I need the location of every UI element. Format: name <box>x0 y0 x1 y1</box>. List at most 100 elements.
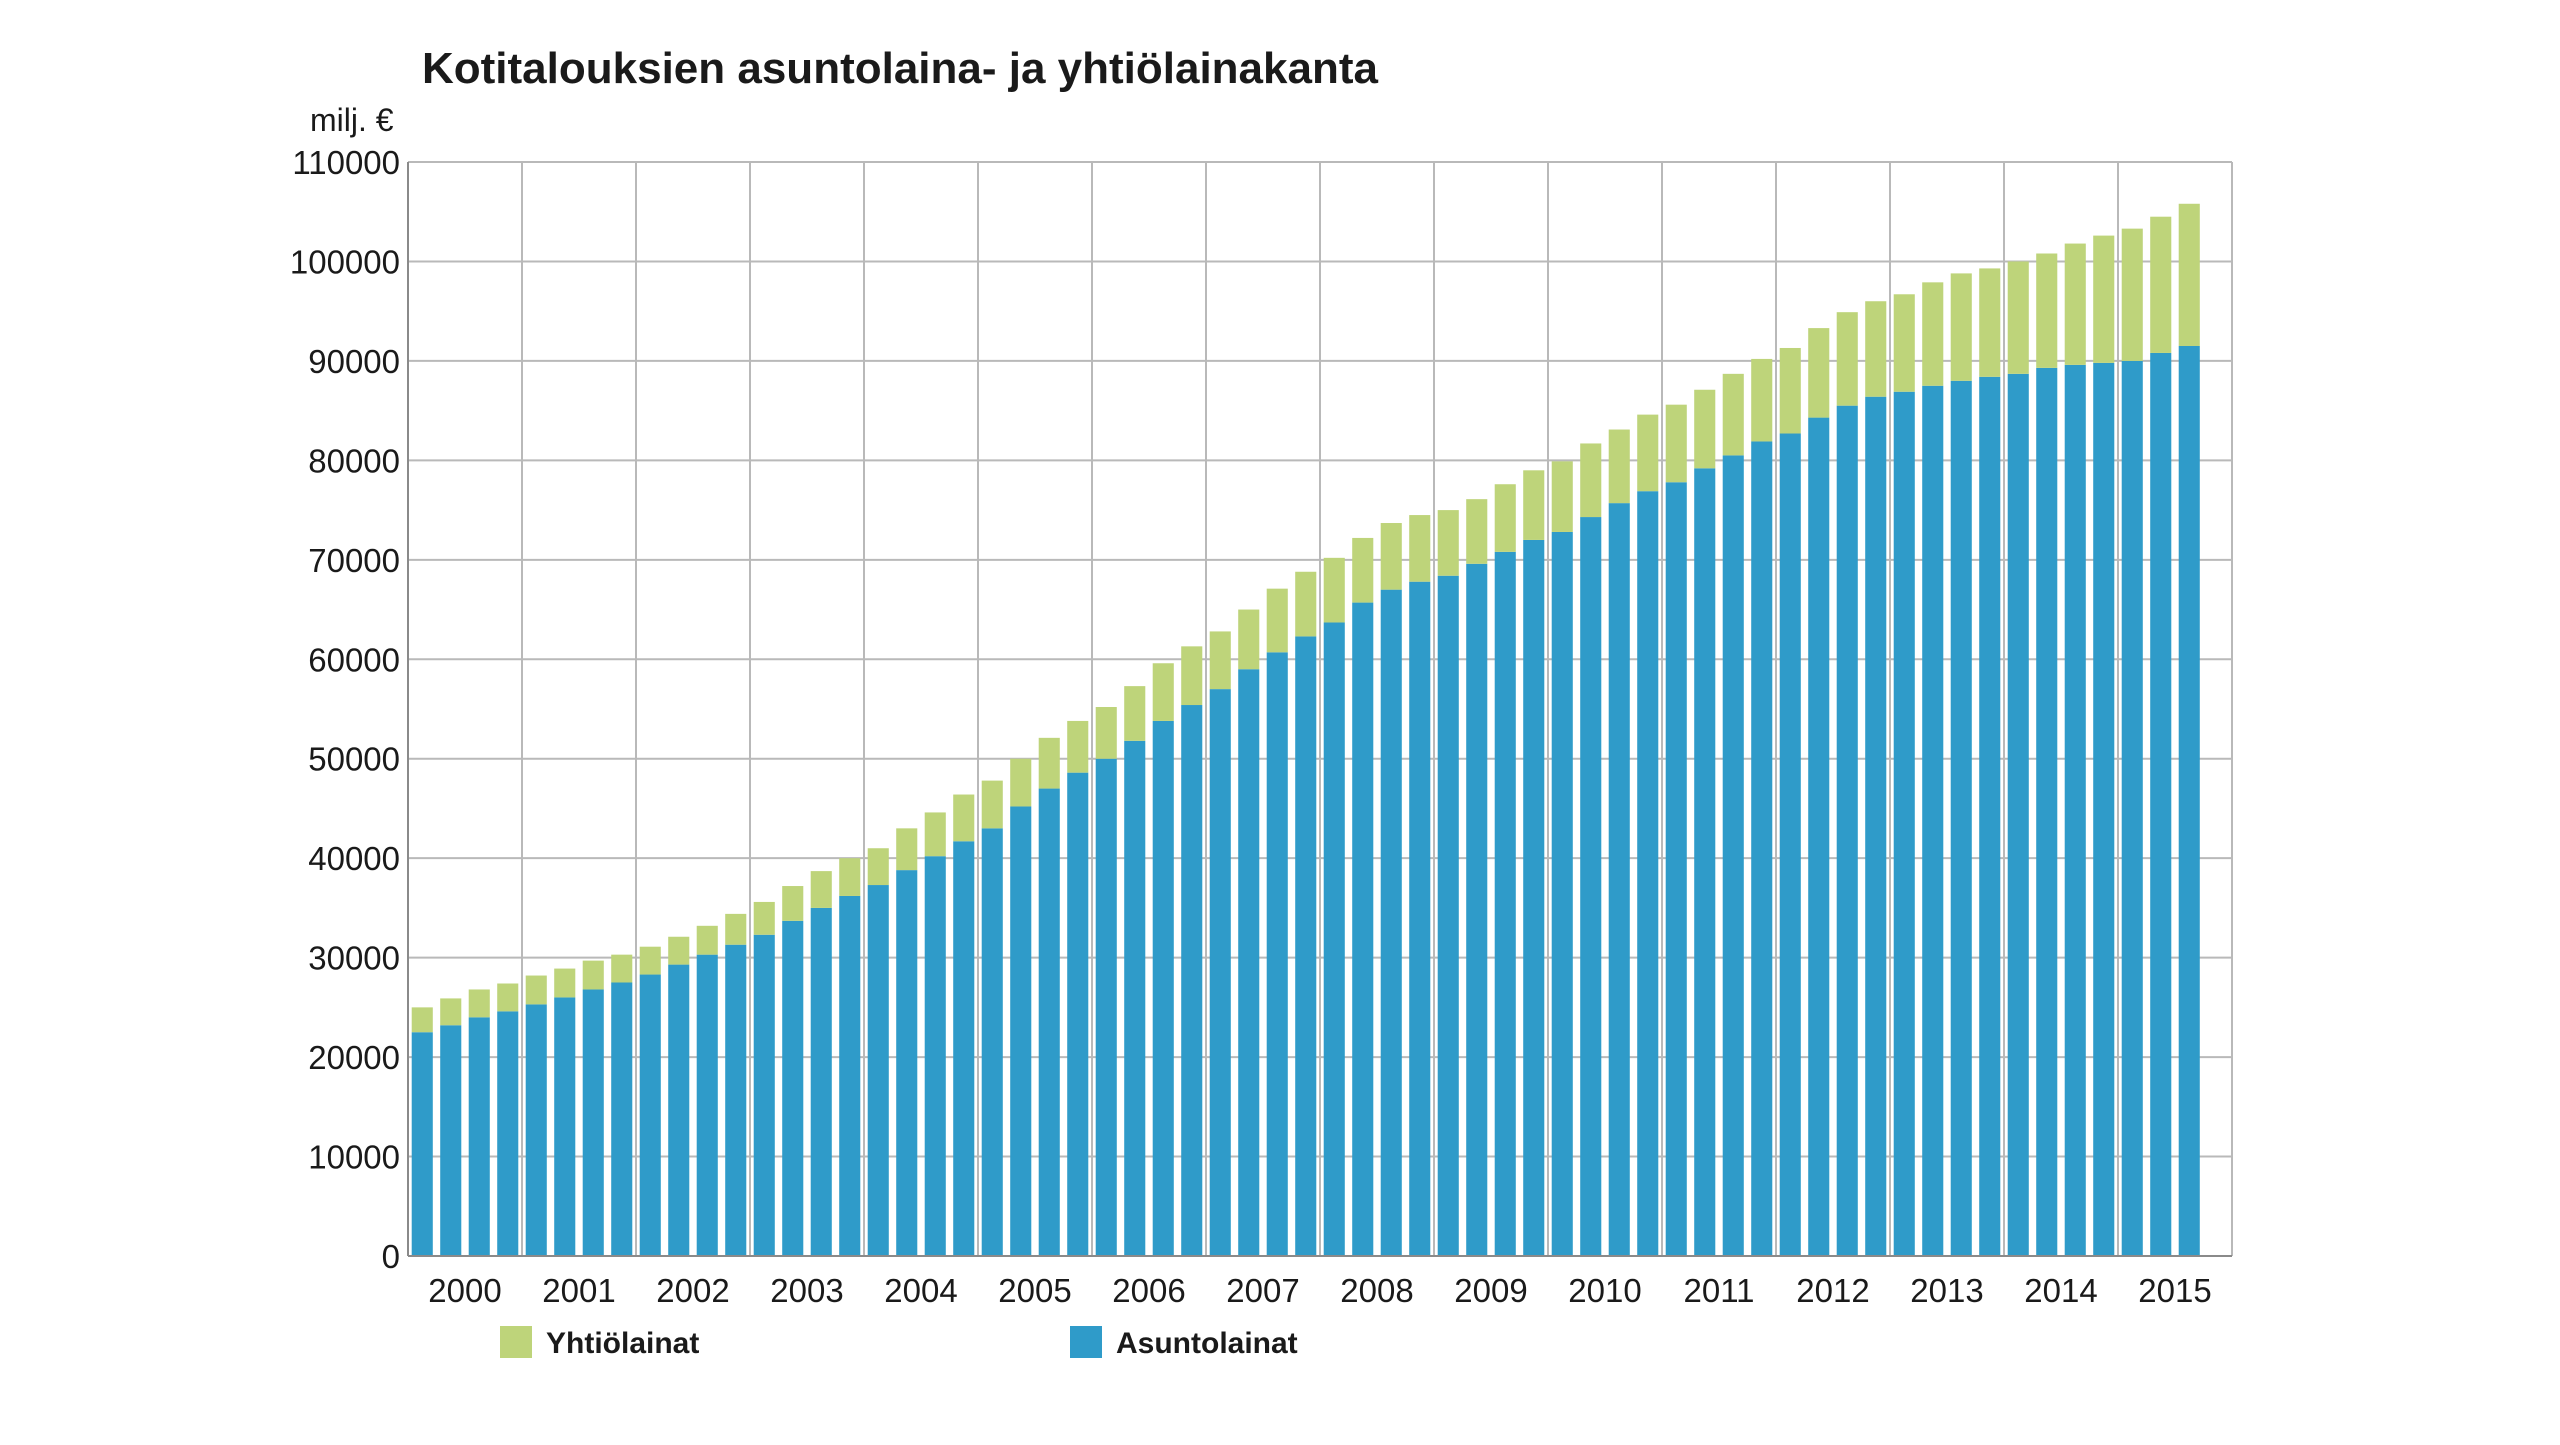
bar-yhtiolainat <box>839 858 861 896</box>
bar-asuntolainat <box>1551 531 1573 1256</box>
bar-yhtiolainat <box>668 936 690 965</box>
bar-yhtiolainat <box>554 968 576 998</box>
bar-yhtiolainat <box>1779 347 1801 434</box>
bar-asuntolainat <box>1067 772 1089 1256</box>
bar-yhtiolainat <box>1893 294 1915 392</box>
y-tick-label: 10000 <box>308 1139 400 1176</box>
y-tick-label: 60000 <box>308 641 400 678</box>
bar-asuntolainat <box>1409 581 1431 1256</box>
x-tick-label: 2007 <box>1226 1272 1299 1309</box>
bar-asuntolainat <box>497 1011 519 1256</box>
bar-asuntolainat <box>1836 405 1858 1256</box>
y-tick-label: 30000 <box>308 940 400 977</box>
bar-yhtiolainat <box>1352 537 1374 603</box>
bar-asuntolainat <box>1665 482 1687 1256</box>
bar-yhtiolainat <box>1694 389 1716 469</box>
bar-yhtiolainat <box>1323 557 1345 623</box>
x-tick-label: 2011 <box>1684 1272 1755 1309</box>
bar-yhtiolainat <box>2007 261 2029 374</box>
gridlines <box>407 161 2233 1256</box>
bar-asuntolainat <box>981 828 1003 1256</box>
bar-asuntolainat <box>525 1004 547 1256</box>
bar-asuntolainat <box>896 870 918 1256</box>
bar-asuntolainat <box>839 895 861 1256</box>
y-tick-label: 110000 <box>292 144 400 181</box>
bar-yhtiolainat <box>1751 358 1773 442</box>
bar-asuntolainat <box>1466 563 1488 1256</box>
bar-asuntolainat <box>953 841 975 1256</box>
bar-yhtiolainat <box>1038 737 1060 789</box>
x-tick-label: 2000 <box>428 1272 501 1309</box>
x-tick-label: 2001 <box>542 1272 615 1309</box>
bar-asuntolainat <box>1124 740 1146 1256</box>
chart-title: Kotitalouksien asuntolaina- ja yhtiölain… <box>422 44 1378 93</box>
bar-yhtiolainat <box>1551 461 1573 532</box>
x-tick-label: 2010 <box>1568 1272 1641 1309</box>
y-tick-label: 80000 <box>308 442 400 479</box>
y-tick-label: 90000 <box>308 343 400 380</box>
bar-asuntolainat <box>1779 433 1801 1257</box>
bar-yhtiolainat <box>1865 301 1887 397</box>
bar-yhtiolainat <box>468 989 490 1018</box>
bar-asuntolainat <box>782 920 804 1256</box>
bar-asuntolainat <box>1637 491 1659 1256</box>
x-tick-label: 2004 <box>884 1272 957 1309</box>
bar-asuntolainat <box>1181 705 1203 1256</box>
bar-asuntolainat <box>725 944 747 1256</box>
bar-yhtiolainat <box>1722 373 1744 456</box>
bar-yhtiolainat <box>497 983 519 1012</box>
bar-yhtiolainat <box>924 812 946 857</box>
bar-yhtiolainat <box>2121 228 2143 361</box>
bar-yhtiolainat <box>1665 404 1687 483</box>
bar-yhtiolainat <box>525 975 547 1005</box>
bar-asuntolainat <box>1038 788 1060 1256</box>
bar-yhtiolainat <box>753 901 775 935</box>
bar-asuntolainat <box>1950 380 1972 1256</box>
bar-yhtiolainat <box>1238 609 1260 670</box>
x-tick-label: 2009 <box>1454 1272 1527 1309</box>
bar-asuntolainat <box>1238 669 1260 1256</box>
bar-yhtiolainat <box>1067 720 1089 773</box>
x-tick-label: 2014 <box>2024 1272 2097 1309</box>
bar-yhtiolainat <box>411 1007 433 1033</box>
y-tick-label: 0 <box>382 1238 400 1275</box>
bar-yhtiolainat <box>611 954 633 983</box>
bar-asuntolainat <box>2093 362 2115 1256</box>
bar-yhtiolainat <box>1124 686 1146 741</box>
bar-asuntolainat <box>2007 373 2029 1256</box>
bar-asuntolainat <box>753 934 775 1256</box>
legend-label: Yhtiölainat <box>546 1327 699 1360</box>
bar-asuntolainat <box>2036 367 2058 1256</box>
bar-yhtiolainat <box>1295 571 1317 637</box>
bar-yhtiolainat <box>2036 253 2058 368</box>
bar-asuntolainat <box>2064 364 2086 1256</box>
bar-asuntolainat <box>1694 468 1716 1256</box>
bar-asuntolainat <box>867 885 889 1256</box>
bar-yhtiolainat <box>1181 646 1203 706</box>
bar-asuntolainat <box>1608 503 1630 1256</box>
bar-yhtiolainat <box>981 780 1003 829</box>
bar-asuntolainat <box>1751 441 1773 1256</box>
bar-yhtiolainat <box>440 998 462 1026</box>
y-tick-label: 20000 <box>308 1039 400 1076</box>
bar-asuntolainat <box>1893 391 1915 1256</box>
bar-yhtiolainat <box>1922 282 1944 386</box>
bar-yhtiolainat <box>953 794 975 842</box>
x-tick-label: 2005 <box>998 1272 1071 1309</box>
unit-label: milj. € <box>310 102 394 138</box>
bar-yhtiolainat <box>1409 515 1431 582</box>
bar-yhtiolainat <box>1979 268 2001 377</box>
bar-yhtiolainat <box>1466 499 1488 564</box>
bar-asuntolainat <box>582 989 604 1256</box>
bar-asuntolainat <box>1352 602 1374 1256</box>
legend-swatch <box>1070 1326 1102 1358</box>
bar-yhtiolainat <box>1523 470 1545 540</box>
x-tick-label: 2002 <box>656 1272 729 1309</box>
bar-asuntolainat <box>639 974 661 1256</box>
bar-asuntolainat <box>2150 352 2172 1256</box>
y-tick-label: 100000 <box>290 243 400 280</box>
bar-asuntolainat <box>1808 417 1830 1257</box>
x-tick-label: 2008 <box>1340 1272 1413 1309</box>
bar-yhtiolainat <box>2093 235 2115 363</box>
